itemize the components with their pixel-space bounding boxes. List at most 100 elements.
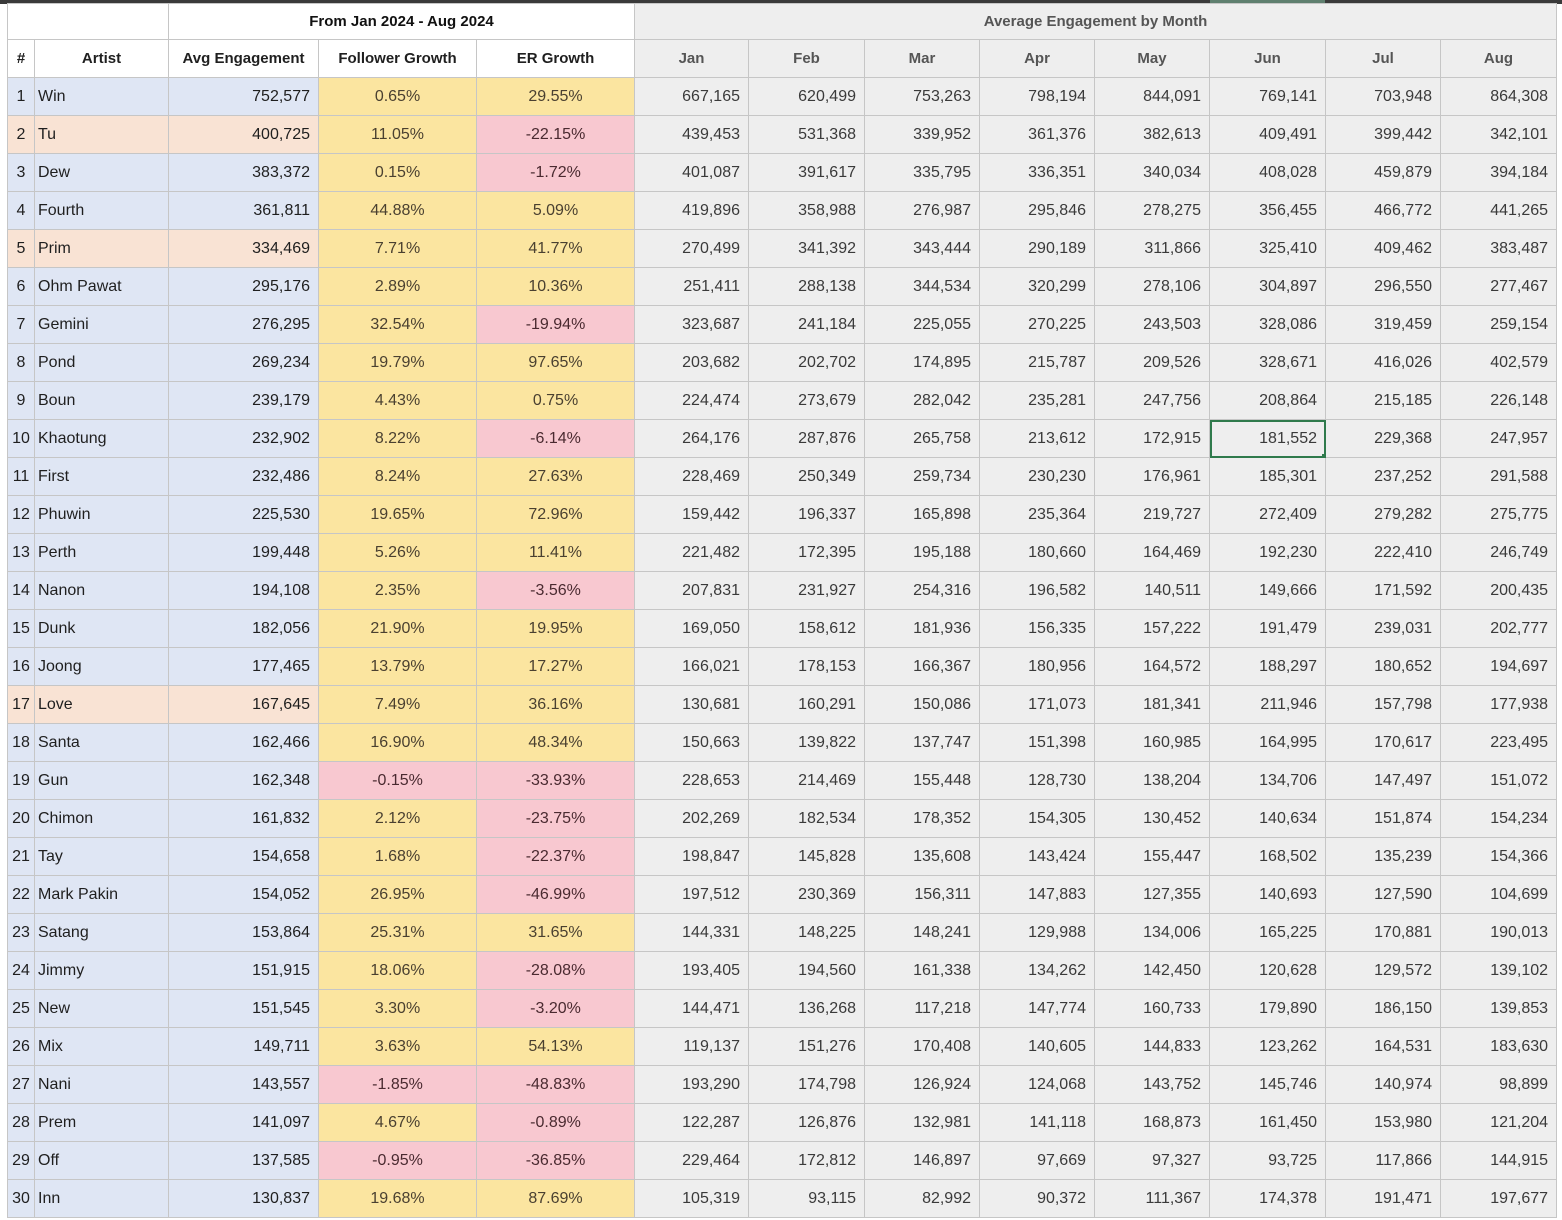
er-growth-cell[interactable]: 19.95% xyxy=(476,609,635,648)
artist-cell[interactable]: Perth xyxy=(34,533,169,572)
month-cell-mar[interactable]: 126,924 xyxy=(864,1065,980,1104)
rank-cell[interactable]: 26 xyxy=(7,1027,35,1066)
month-cell-jul[interactable]: 399,442 xyxy=(1325,115,1441,154)
month-cell-jul[interactable]: 703,948 xyxy=(1325,77,1441,116)
month-cell-aug[interactable]: 183,630 xyxy=(1439,1027,1558,1066)
month-cell-jun[interactable]: 185,301 xyxy=(1209,457,1326,496)
month-cell-jun[interactable]: 356,455 xyxy=(1209,191,1326,230)
er-growth-cell[interactable]: 10.36% xyxy=(476,267,635,306)
month-cell-apr[interactable]: 320,299 xyxy=(979,267,1095,306)
follower-growth-cell[interactable]: 19.68% xyxy=(318,1179,477,1218)
month-cell-feb[interactable]: 182,534 xyxy=(748,799,865,838)
month-cell-feb[interactable]: 178,153 xyxy=(748,647,865,686)
avg-engagement-cell[interactable]: 361,811 xyxy=(168,191,319,230)
follower-growth-cell[interactable]: 21.90% xyxy=(318,609,477,648)
month-cell-mar[interactable]: 165,898 xyxy=(864,495,980,534)
month-cell-aug[interactable]: 247,957 xyxy=(1439,419,1558,458)
month-cell-jan[interactable]: 130,681 xyxy=(634,685,749,724)
rank-cell[interactable]: 21 xyxy=(7,837,35,876)
month-cell-jun[interactable]: 408,028 xyxy=(1209,153,1326,192)
month-cell-jul[interactable]: 147,497 xyxy=(1325,761,1441,800)
month-cell-jul[interactable]: 186,150 xyxy=(1325,989,1441,1028)
month-cell-feb[interactable]: 620,499 xyxy=(748,77,865,116)
avg-engagement-cell[interactable]: 141,097 xyxy=(168,1103,319,1142)
month-cell-jun[interactable]: 165,225 xyxy=(1209,913,1326,952)
month-cell-mar[interactable]: 150,086 xyxy=(864,685,980,724)
month-cell-aug[interactable]: 194,697 xyxy=(1439,647,1558,686)
rank-cell[interactable]: 27 xyxy=(7,1065,35,1104)
month-cell-jun[interactable]: 120,628 xyxy=(1209,951,1326,990)
rank-cell[interactable]: 24 xyxy=(7,951,35,990)
month-cell-jun[interactable]: 168,502 xyxy=(1209,837,1326,876)
month-cell-jul[interactable]: 222,410 xyxy=(1325,533,1441,572)
artist-cell[interactable]: Jimmy xyxy=(34,951,169,990)
column-header-jul[interactable]: Jul xyxy=(1325,39,1441,78)
month-cell-apr[interactable]: 290,189 xyxy=(979,229,1095,268)
avg-engagement-cell[interactable]: 130,837 xyxy=(168,1179,319,1218)
month-cell-aug[interactable]: 383,487 xyxy=(1439,229,1558,268)
follower-growth-cell[interactable]: 8.22% xyxy=(318,419,477,458)
table-row[interactable]: 10 Khaotung 232,902 8.22% -6.14% 264,176 287,8… xyxy=(7,419,1558,458)
er-growth-cell[interactable]: -6.14% xyxy=(476,419,635,458)
follower-growth-cell[interactable]: 26.95% xyxy=(318,875,477,914)
artist-cell[interactable]: Santa xyxy=(34,723,169,762)
month-cell-may[interactable]: 140,511 xyxy=(1094,571,1210,610)
month-cell-feb[interactable]: 391,617 xyxy=(748,153,865,192)
month-cell-feb[interactable]: 214,469 xyxy=(748,761,865,800)
avg-engagement-cell[interactable]: 151,545 xyxy=(168,989,319,1028)
avg-engagement-cell[interactable]: 149,711 xyxy=(168,1027,319,1066)
month-cell-jun[interactable]: 149,666 xyxy=(1209,571,1326,610)
avg-engagement-cell[interactable]: 162,466 xyxy=(168,723,319,762)
month-cell-apr[interactable]: 196,582 xyxy=(979,571,1095,610)
month-cell-jul[interactable]: 171,592 xyxy=(1325,571,1441,610)
month-cell-apr[interactable]: 270,225 xyxy=(979,305,1095,344)
artist-cell[interactable]: Nani xyxy=(34,1065,169,1104)
column-header-rank[interactable]: # xyxy=(7,39,35,78)
month-cell-jul[interactable]: 170,881 xyxy=(1325,913,1441,952)
avg-engagement-cell[interactable]: 239,179 xyxy=(168,381,319,420)
month-cell-aug[interactable]: 223,495 xyxy=(1439,723,1558,762)
rank-cell[interactable]: 3 xyxy=(7,153,35,192)
month-cell-feb[interactable]: 230,369 xyxy=(748,875,865,914)
month-cell-apr[interactable]: 235,364 xyxy=(979,495,1095,534)
avg-engagement-cell[interactable]: 752,577 xyxy=(168,77,319,116)
follower-growth-cell[interactable]: 13.79% xyxy=(318,647,477,686)
month-cell-jan[interactable]: 224,474 xyxy=(634,381,749,420)
month-cell-aug[interactable]: 154,234 xyxy=(1439,799,1558,838)
month-cell-apr[interactable]: 129,988 xyxy=(979,913,1095,952)
month-cell-aug[interactable]: 154,366 xyxy=(1439,837,1558,876)
rank-cell[interactable]: 19 xyxy=(7,761,35,800)
artist-cell[interactable]: Satang xyxy=(34,913,169,952)
month-cell-apr[interactable]: 180,660 xyxy=(979,533,1095,572)
month-cell-jan[interactable]: 198,847 xyxy=(634,837,749,876)
month-cell-may[interactable]: 157,222 xyxy=(1094,609,1210,648)
month-cell-feb[interactable]: 174,798 xyxy=(748,1065,865,1104)
er-growth-cell[interactable]: -1.72% xyxy=(476,153,635,192)
er-growth-cell[interactable]: 0.75% xyxy=(476,381,635,420)
follower-growth-cell[interactable]: 0.15% xyxy=(318,153,477,192)
artist-cell[interactable]: Mix xyxy=(34,1027,169,1066)
month-cell-mar[interactable]: 276,987 xyxy=(864,191,980,230)
month-cell-jan[interactable]: 150,663 xyxy=(634,723,749,762)
month-cell-apr[interactable]: 124,068 xyxy=(979,1065,1095,1104)
table-row[interactable]: 17 Love 167,645 7.49% 36.16% 130,681 160,291 15… xyxy=(7,685,1558,724)
month-cell-may[interactable]: 209,526 xyxy=(1094,343,1210,382)
month-cell-mar[interactable]: 82,992 xyxy=(864,1179,980,1218)
month-cell-may[interactable]: 164,469 xyxy=(1094,533,1210,572)
month-cell-aug[interactable]: 121,204 xyxy=(1439,1103,1558,1142)
er-growth-cell[interactable]: 29.55% xyxy=(476,77,635,116)
month-cell-feb[interactable]: 139,822 xyxy=(748,723,865,762)
avg-engagement-cell[interactable]: 143,557 xyxy=(168,1065,319,1104)
month-cell-mar[interactable]: 170,408 xyxy=(864,1027,980,1066)
month-cell-jan[interactable]: 105,319 xyxy=(634,1179,749,1218)
artist-cell[interactable]: Inn xyxy=(34,1179,169,1218)
rank-cell[interactable]: 28 xyxy=(7,1103,35,1142)
table-row[interactable]: 30 Inn 130,837 19.68% 87.69% 105,319 93,115 82,… xyxy=(7,1179,1558,1218)
artist-cell[interactable]: First xyxy=(34,457,169,496)
follower-growth-cell[interactable]: 16.90% xyxy=(318,723,477,762)
column-header-aug[interactable]: Aug xyxy=(1439,39,1558,78)
month-cell-feb[interactable]: 341,392 xyxy=(748,229,865,268)
avg-engagement-cell[interactable]: 232,902 xyxy=(168,419,319,458)
month-cell-jul[interactable]: 117,866 xyxy=(1325,1141,1441,1180)
rank-cell[interactable]: 9 xyxy=(7,381,35,420)
